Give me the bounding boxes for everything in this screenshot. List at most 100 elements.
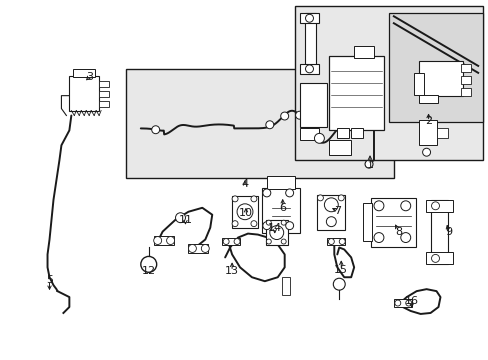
Bar	[436, 129, 447, 138]
Bar	[317, 195, 345, 230]
Circle shape	[166, 237, 174, 244]
Circle shape	[317, 195, 323, 201]
Text: 13: 13	[224, 266, 239, 276]
Bar	[326, 238, 345, 246]
Bar	[232, 196, 257, 228]
Circle shape	[333, 278, 345, 290]
Circle shape	[324, 198, 338, 212]
Circle shape	[431, 202, 439, 210]
Bar	[299, 129, 319, 140]
Circle shape	[400, 201, 410, 211]
Bar	[328, 56, 383, 130]
Text: 6: 6	[279, 203, 285, 213]
Text: 16: 16	[404, 296, 418, 306]
Bar	[393, 299, 411, 307]
Circle shape	[153, 237, 162, 244]
Bar	[337, 129, 348, 138]
Circle shape	[373, 201, 383, 211]
Bar	[425, 252, 452, 264]
Text: 15: 15	[334, 265, 347, 275]
Circle shape	[281, 239, 285, 244]
Circle shape	[263, 189, 270, 197]
Circle shape	[269, 226, 283, 239]
Text: 3: 3	[85, 72, 93, 82]
Circle shape	[237, 204, 252, 220]
Text: 10: 10	[239, 208, 252, 218]
Bar	[294, 6, 482, 160]
Bar	[153, 235, 173, 246]
Circle shape	[201, 244, 209, 252]
Text: 9: 9	[444, 226, 451, 237]
Text: 5: 5	[46, 275, 53, 285]
Bar	[281, 277, 289, 295]
Circle shape	[281, 220, 285, 225]
Text: 4: 4	[241, 179, 248, 189]
Circle shape	[285, 189, 293, 197]
Circle shape	[280, 112, 288, 120]
Bar	[188, 243, 208, 253]
Circle shape	[394, 300, 400, 306]
Circle shape	[400, 233, 410, 243]
Circle shape	[338, 195, 344, 201]
Text: 14: 14	[267, 222, 281, 233]
Bar	[460, 76, 470, 84]
Bar	[222, 238, 240, 246]
Circle shape	[373, 233, 383, 243]
Circle shape	[266, 220, 271, 225]
Bar	[299, 13, 319, 23]
Circle shape	[431, 255, 439, 262]
Bar	[266, 176, 294, 189]
Circle shape	[250, 196, 256, 202]
Bar	[69, 76, 99, 111]
Circle shape	[265, 121, 273, 129]
Circle shape	[141, 256, 156, 272]
Bar	[460, 88, 470, 96]
Bar	[418, 95, 438, 103]
Circle shape	[365, 160, 372, 168]
Bar	[262, 188, 299, 233]
Bar	[425, 200, 452, 212]
Bar	[429, 200, 447, 264]
Circle shape	[325, 217, 336, 227]
Bar	[265, 220, 287, 246]
Text: 11: 11	[178, 215, 192, 225]
Bar	[350, 129, 362, 138]
Circle shape	[327, 239, 334, 244]
Circle shape	[339, 239, 345, 244]
Bar	[413, 73, 423, 95]
Circle shape	[151, 126, 160, 134]
Bar	[418, 121, 436, 145]
Bar	[388, 13, 482, 122]
Circle shape	[405, 300, 411, 306]
Text: 12: 12	[142, 266, 156, 276]
Text: 8: 8	[394, 226, 402, 237]
Circle shape	[232, 196, 238, 202]
Bar	[353, 46, 373, 58]
Circle shape	[223, 239, 229, 244]
Bar	[299, 83, 326, 127]
Bar	[99, 81, 109, 87]
Circle shape	[285, 222, 293, 230]
Circle shape	[234, 239, 240, 244]
Text: 1: 1	[366, 160, 373, 170]
Circle shape	[263, 222, 270, 230]
Circle shape	[305, 14, 313, 22]
Circle shape	[175, 213, 185, 223]
Circle shape	[232, 221, 238, 227]
Bar	[126, 69, 393, 178]
Circle shape	[307, 130, 315, 138]
Circle shape	[250, 221, 256, 227]
Bar	[460, 64, 470, 72]
Bar	[370, 198, 415, 247]
Bar	[362, 203, 371, 240]
Bar	[304, 13, 316, 68]
Circle shape	[266, 239, 271, 244]
Bar	[299, 64, 319, 74]
Circle shape	[422, 148, 429, 156]
Circle shape	[314, 133, 324, 143]
Bar	[99, 100, 109, 107]
Circle shape	[305, 65, 313, 73]
Bar	[328, 140, 350, 155]
Bar	[99, 91, 109, 96]
Bar	[418, 61, 462, 96]
